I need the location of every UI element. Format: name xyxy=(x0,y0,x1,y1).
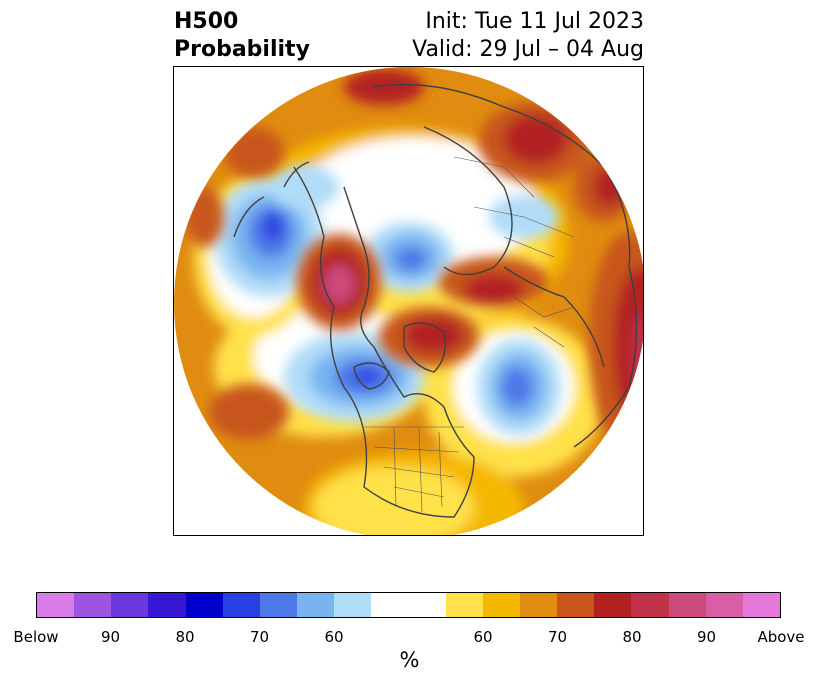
colorbar-tick: 70 xyxy=(249,628,270,646)
colorbar xyxy=(36,592,781,618)
colorbar-tick: Above xyxy=(757,628,805,646)
colorbar-tick: 80 xyxy=(622,628,642,646)
colorbar-cell xyxy=(482,593,521,617)
colorbar-cell xyxy=(705,593,743,617)
colorbar-tick: 80 xyxy=(175,628,195,646)
colorbar-tick: Below xyxy=(13,628,59,646)
colorbar-cell xyxy=(222,593,260,617)
colorbar-tick: 90 xyxy=(100,628,121,646)
init-date: Init: Tue 11 Jul 2023 xyxy=(425,9,644,34)
map-date-info: Init: Tue 11 Jul 2023 Valid: 29 Jul – 04… xyxy=(412,8,644,64)
colorbar-cell xyxy=(631,593,669,617)
colorbar-cell xyxy=(371,593,446,617)
colorbar-cell xyxy=(557,593,595,617)
colorbar-tick: 90 xyxy=(696,628,717,646)
colorbar-cell xyxy=(594,593,632,617)
title-line-2: Probability xyxy=(174,37,310,62)
colorbar-tick: 60 xyxy=(324,628,344,646)
borders xyxy=(364,156,575,513)
colorbar-cell xyxy=(259,593,298,617)
valid-date: Valid: 29 Jul – 04 Aug xyxy=(412,37,644,62)
colorbar-cell xyxy=(334,593,372,617)
colorbar-cell xyxy=(520,593,558,617)
map-title: H500 Probability xyxy=(174,8,310,64)
title-line-1: H500 xyxy=(174,9,239,34)
colorbar-cell xyxy=(37,593,75,617)
coastlines xyxy=(233,83,638,518)
polar-map xyxy=(173,66,644,536)
colorbar-cell xyxy=(445,593,483,617)
map-canvas xyxy=(174,67,643,535)
colorbar-cell xyxy=(111,593,149,617)
colorbar-cell xyxy=(74,593,112,617)
colorbar-tick: 70 xyxy=(547,628,568,646)
colorbar-unit: % xyxy=(399,648,420,672)
colorbar-cell xyxy=(742,593,781,617)
colorbar-cell xyxy=(297,593,335,617)
colorbar-tick: 60 xyxy=(473,628,493,646)
colorbar-cell xyxy=(668,593,706,617)
colorbar-tick-labels: Below 90 80 70 60 60 70 80 90 Above xyxy=(0,628,819,648)
colorbar-cell xyxy=(185,593,223,617)
probability-field xyxy=(174,67,643,535)
colorbar-cell xyxy=(148,593,186,617)
